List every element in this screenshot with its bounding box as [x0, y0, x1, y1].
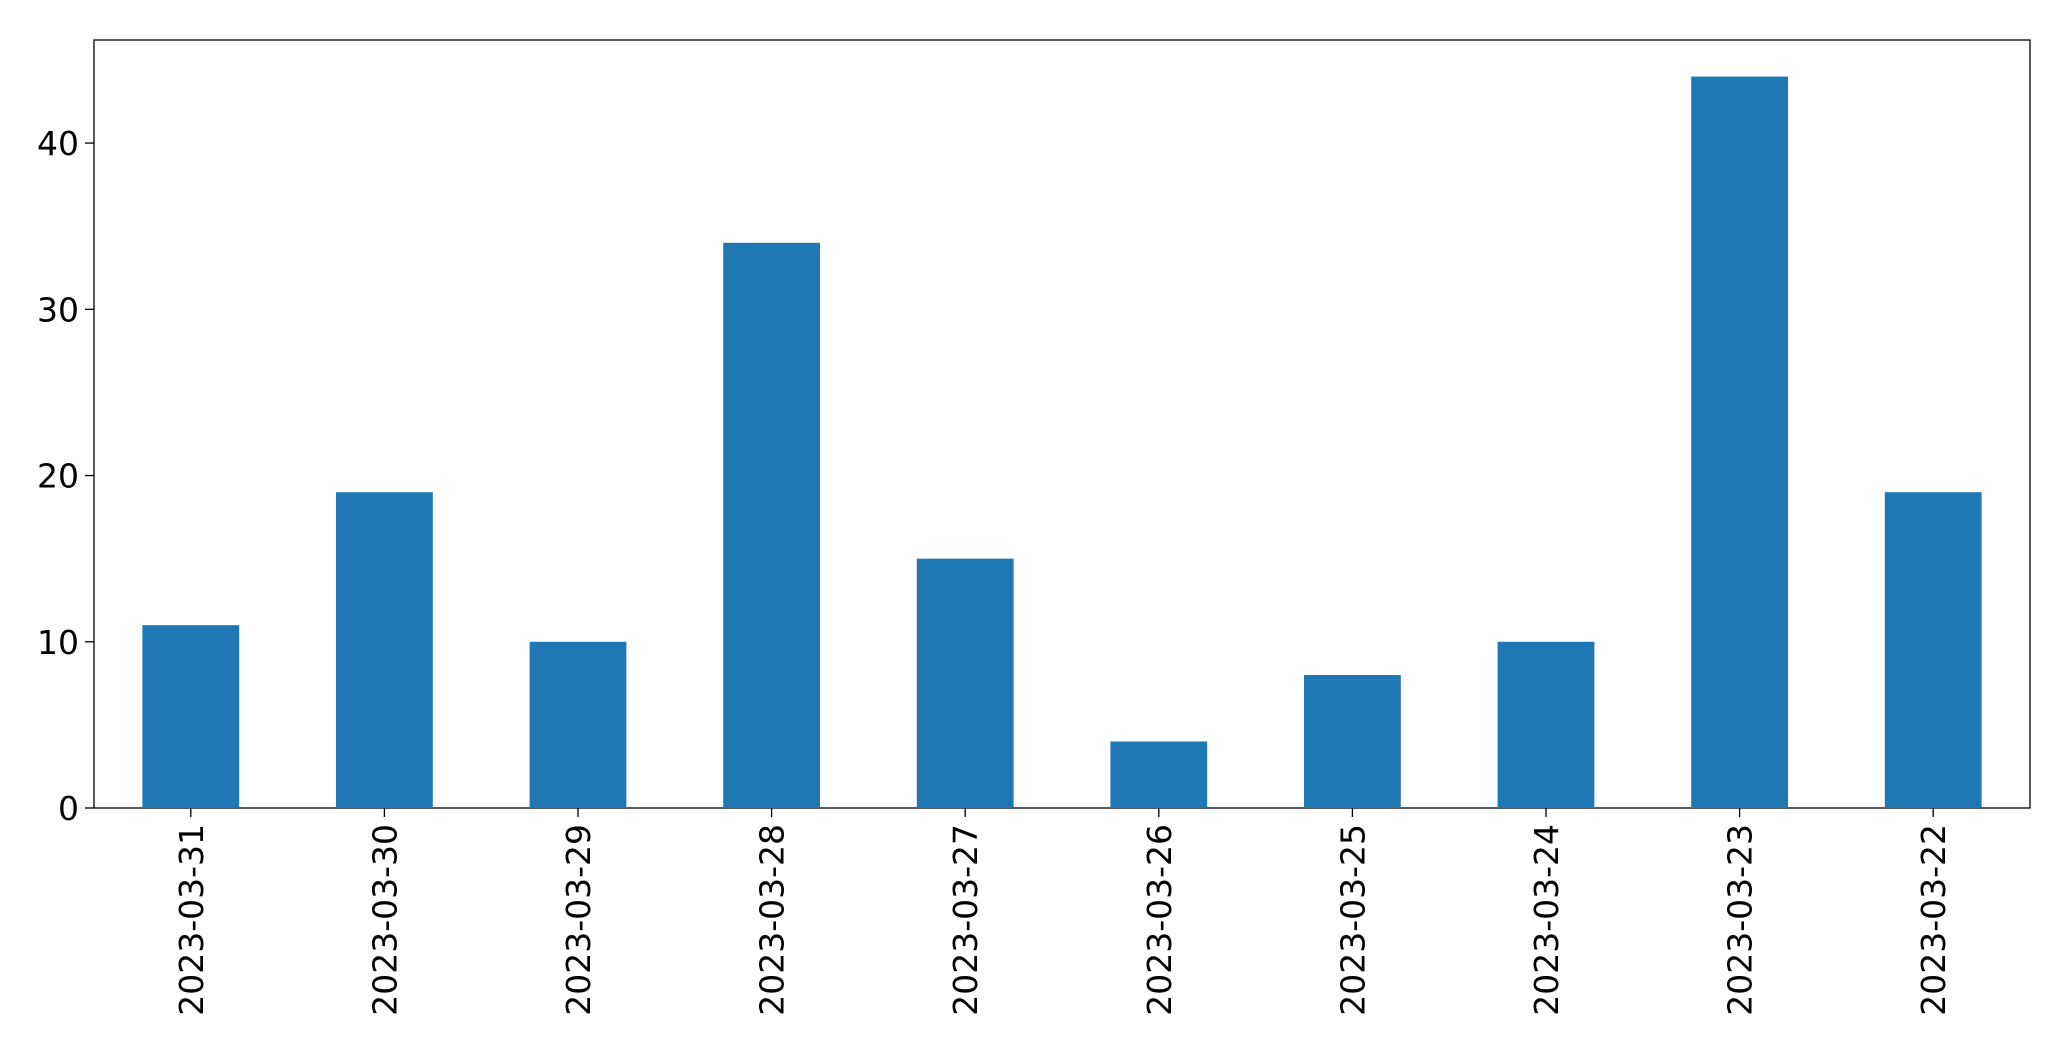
x-tick-label: 2023-03-29	[559, 824, 598, 1016]
y-tick-label: 10	[37, 623, 79, 662]
bar	[1110, 741, 1208, 808]
bar	[723, 242, 820, 809]
x-tick-label: 2023-03-24	[1527, 824, 1566, 1016]
x-tick-label: 2023-03-22	[1914, 824, 1953, 1016]
bar	[142, 625, 240, 808]
x-tick-label: 2023-03-26	[1140, 824, 1179, 1016]
bar	[1497, 641, 1595, 808]
x-tick-label: 2023-03-31	[172, 824, 211, 1016]
y-tick-label: 0	[58, 789, 79, 828]
x-tick-label: 2023-03-30	[365, 824, 404, 1016]
x-tick-label: 2023-03-23	[1721, 824, 1760, 1016]
x-tick-label: 2023-03-27	[946, 824, 985, 1016]
x-tick-label: 2023-03-25	[1333, 824, 1372, 1016]
bar	[336, 492, 433, 808]
bar	[916, 558, 1014, 808]
x-tick-label: 2023-03-28	[753, 824, 792, 1016]
plot-frame	[93, 39, 2031, 809]
bar	[529, 641, 627, 808]
bar	[1884, 492, 1982, 808]
y-tick-label: 20	[37, 457, 79, 496]
bar	[1691, 76, 1788, 809]
y-tick-label: 30	[37, 290, 79, 329]
bar	[1304, 675, 1401, 808]
y-tick-label: 40	[37, 124, 79, 163]
